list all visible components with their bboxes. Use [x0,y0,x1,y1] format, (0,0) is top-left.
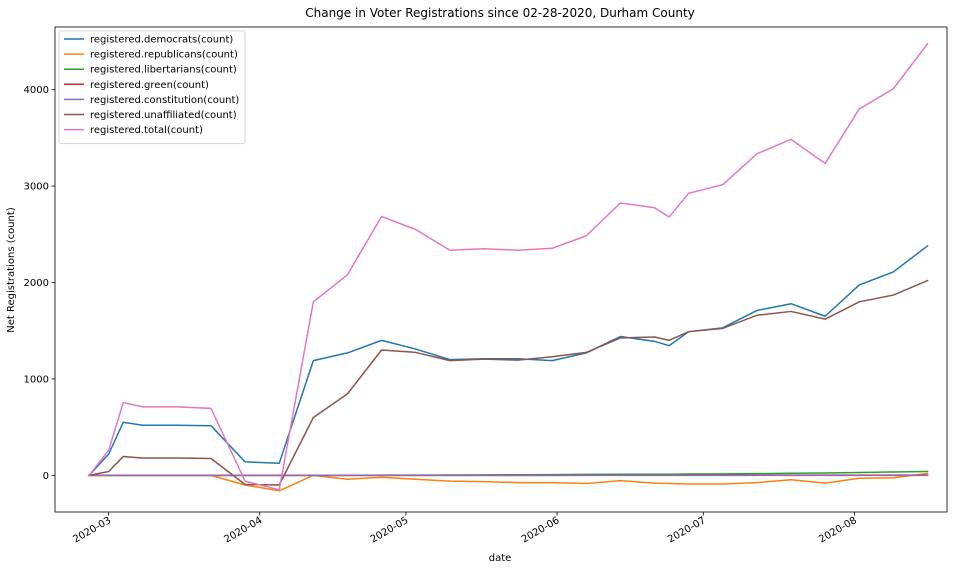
x-tick-label: 2020-06 [520,515,562,545]
x-tick-label: 2020-08 [817,515,859,545]
x-tick-label: 2020-04 [223,515,265,545]
x-tick-label: 2020-07 [666,515,708,545]
legend-label: registered.democrats(count) [90,35,233,46]
y-tick-label: 0 [43,471,49,482]
legend-label: registered.green(count) [90,80,209,91]
series-line [88,279,929,486]
series-group [88,42,929,492]
series-line [88,42,929,491]
legend-label: registered.unaffiliated(count) [90,110,237,121]
y-tick-label: 4000 [24,85,49,96]
legend: registered.democrats(count) registered.re… [58,30,246,145]
y-tick-label: 3000 [24,182,49,193]
legend-label: registered.republicans(count) [90,50,238,61]
legend-label: registered.total(count) [90,125,203,136]
x-tick-label: 2020-05 [369,515,411,545]
legend-label: registered.constitution(count) [90,95,239,106]
y-axis-label: Net Registrations (count) [6,207,17,333]
legend-box [58,30,246,145]
y-tick-label: 2000 [24,278,49,289]
x-axis-label: date [489,553,512,564]
x-tick-label: 2020-03 [71,515,113,545]
legend-label: registered.libertarians(count) [90,65,237,76]
series-line [88,244,929,477]
chart-title: Change in Voter Registrations since 02-2… [305,6,695,20]
plot-frame [54,26,948,513]
y-tick-label: 1000 [24,374,49,385]
